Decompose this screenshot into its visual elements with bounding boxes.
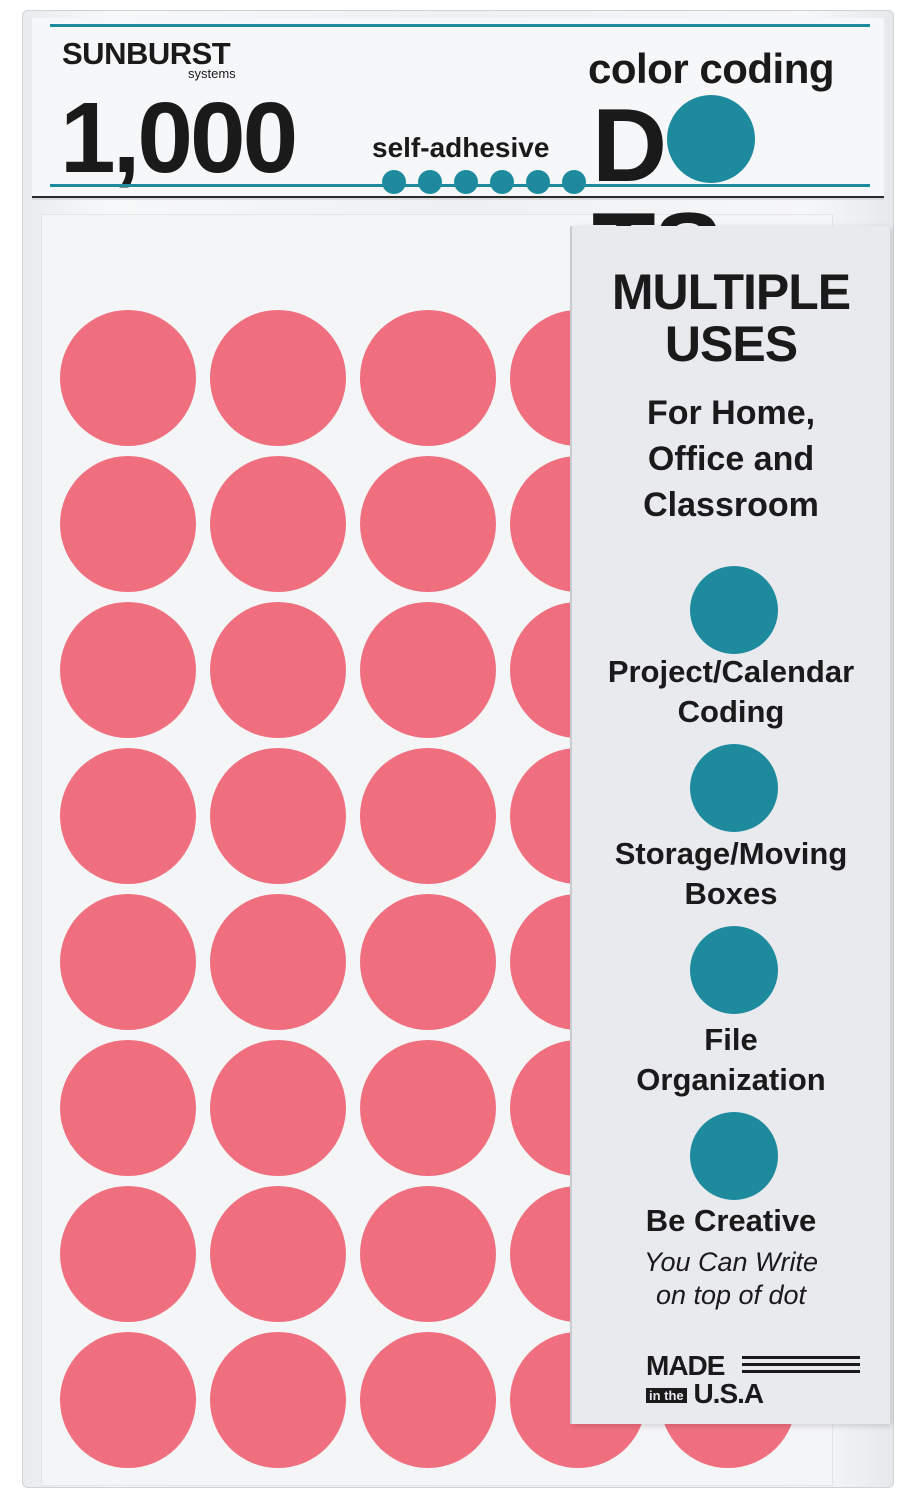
made-usa: U.S.A xyxy=(693,1378,764,1409)
use-item-storage: Storage/Moving Boxes xyxy=(572,834,890,914)
mini-dot-icon xyxy=(490,170,514,194)
use-line1: File xyxy=(704,1022,758,1057)
insert-sub-line3: Classroom xyxy=(643,486,819,524)
sticker-dot xyxy=(360,894,496,1030)
mini-dot-icon xyxy=(454,170,478,194)
sticker-dot xyxy=(360,1332,496,1468)
flag-stripes-icon xyxy=(742,1356,860,1376)
sticker-dot xyxy=(60,748,196,884)
use-line1: Project/Calendar xyxy=(607,654,855,689)
sticker-dot xyxy=(60,602,196,738)
sticker-dot xyxy=(360,1186,496,1322)
sticker-dot xyxy=(60,1332,196,1468)
use-line2: Organization xyxy=(636,1062,826,1097)
insert-subtitle: For Home, Office and Classroom xyxy=(572,390,890,528)
use-dot-icon xyxy=(690,566,778,654)
mini-dots-row xyxy=(382,170,586,194)
dots-word-start: D xyxy=(592,88,667,204)
mini-dot-icon xyxy=(526,170,550,194)
tagline: color coding xyxy=(588,45,835,92)
use-line2: Coding xyxy=(677,694,785,729)
product-package: SUNBURST systems 1,000 self-adhesive col… xyxy=(22,10,894,1488)
dots-wordmark: DTS xyxy=(592,94,884,302)
sticker-dot xyxy=(210,1040,346,1176)
sticker-dot xyxy=(360,602,496,738)
dots-o-dot-icon xyxy=(667,95,756,183)
insert-note: You Can Write on top of dot xyxy=(572,1246,890,1312)
made-bottom: in the U.S.A xyxy=(646,1380,866,1410)
insert-sub-line2: Office and xyxy=(647,440,815,478)
header-bottom-rule xyxy=(50,184,870,187)
sticker-dot xyxy=(210,602,346,738)
sticker-dot xyxy=(210,748,346,884)
count-text: 1,000 xyxy=(60,82,298,194)
sticker-dot xyxy=(60,1186,196,1322)
adhesive-text: self-adhesive xyxy=(372,132,550,163)
note-line2: on top of dot xyxy=(655,1280,807,1310)
sticker-dot xyxy=(210,456,346,592)
sticker-dot xyxy=(60,456,196,592)
sticker-dot xyxy=(60,1040,196,1176)
header-card: SUNBURST systems 1,000 self-adhesive col… xyxy=(32,18,884,302)
use-dot-icon xyxy=(690,926,778,1014)
sticker-dot xyxy=(60,310,196,446)
brand-subtitle: systems xyxy=(188,66,236,81)
use-line1: Storage/Moving xyxy=(614,836,848,871)
insert-sub-line1: For Home, xyxy=(646,394,816,432)
made-top: MADE xyxy=(646,1350,725,1381)
mini-dot-icon xyxy=(418,170,442,194)
insert-card: MULTIPLE USES For Home, Office and Class… xyxy=(572,226,890,1424)
sticker-dot xyxy=(360,748,496,884)
use-line2: Boxes xyxy=(684,876,778,911)
mini-dot-icon xyxy=(562,170,586,194)
made-in-usa-logo: MADE in the U.S.A xyxy=(646,1350,866,1408)
sticker-dot xyxy=(360,310,496,446)
use-line1: Be Creative xyxy=(645,1203,817,1238)
sticker-dot xyxy=(60,894,196,1030)
sticker-dot xyxy=(360,456,496,592)
use-dot-icon xyxy=(690,744,778,832)
insert-title: MULTIPLE USES xyxy=(572,266,890,370)
insert-title-line1: MULTIPLE xyxy=(611,264,851,320)
sticker-dot xyxy=(210,1186,346,1322)
note-line1: You Can Write xyxy=(643,1247,819,1277)
use-dot-icon xyxy=(690,1112,778,1200)
use-item-file: File Organization xyxy=(572,1020,890,1100)
brand-name: SUNBURST xyxy=(62,36,231,71)
sticker-dot xyxy=(360,1040,496,1176)
made-in-the: in the xyxy=(646,1387,687,1403)
insert-title-line2: USES xyxy=(664,316,798,372)
sticker-dot xyxy=(210,310,346,446)
use-item-creative: Be Creative xyxy=(572,1201,890,1241)
sticker-dot xyxy=(210,1332,346,1468)
sticker-dot xyxy=(210,894,346,1030)
mini-dot-icon xyxy=(382,170,406,194)
header-top-rule xyxy=(50,24,870,27)
use-item-project: Project/Calendar Coding xyxy=(572,652,890,732)
